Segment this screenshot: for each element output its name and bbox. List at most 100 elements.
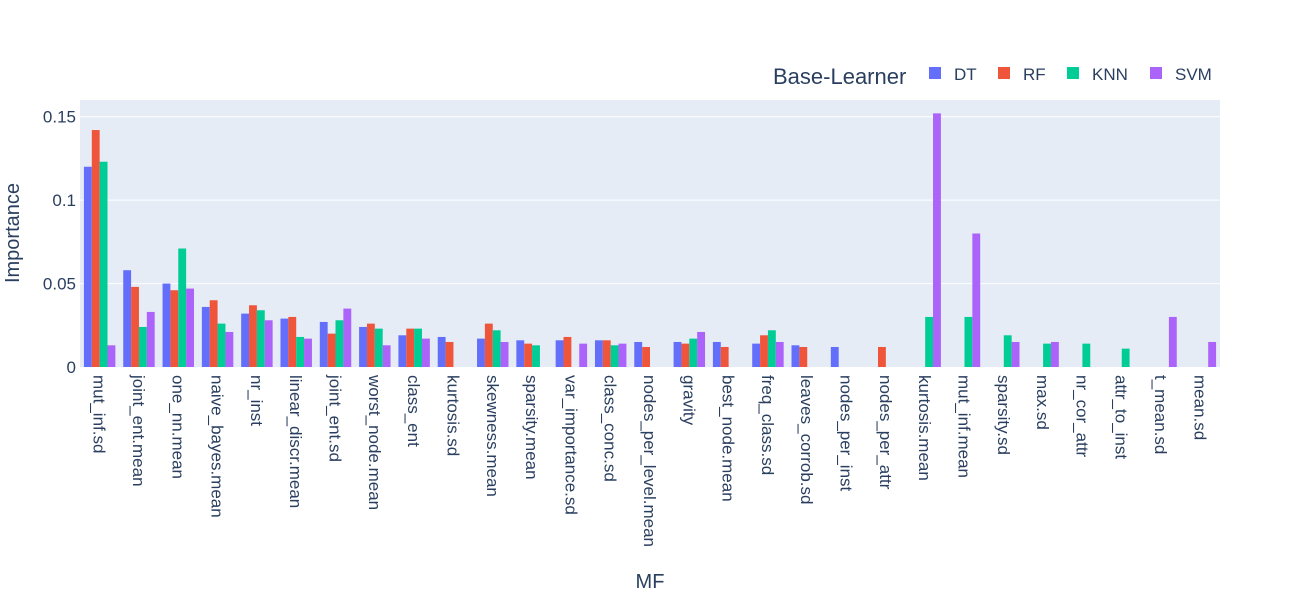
x-tick-label: naive_bayes.mean <box>208 375 227 518</box>
bar-knn <box>99 161 108 367</box>
bar-svm <box>146 311 155 367</box>
x-tick-label: t_mean.sd <box>1151 375 1170 454</box>
bar-knn <box>178 248 187 367</box>
bar-svm <box>422 338 430 367</box>
x-tick-label: best_node.mean <box>719 375 738 502</box>
gridlines <box>80 116 1220 285</box>
legend: Base-Learner DT RF KNN SVM <box>773 64 1212 89</box>
y-tick-label: 0.1 <box>52 191 76 210</box>
bar-dt <box>752 343 761 367</box>
x-tick-label: var_importance.sd <box>561 375 580 515</box>
x-tick-label: mut_inf.mean <box>954 375 973 478</box>
bar-dt <box>398 335 407 367</box>
bar-rf <box>209 300 218 367</box>
x-tick-label: nodes_per_level.mean <box>640 375 659 547</box>
x-tick-label: attr_to_inst <box>1112 375 1131 459</box>
bar-rf <box>170 290 179 367</box>
y-tick-label: 0 <box>67 358 76 377</box>
bar-rf <box>91 130 100 367</box>
bar-knn <box>1003 335 1012 367</box>
bar-dt <box>634 341 643 367</box>
bar-knn <box>492 330 501 367</box>
bar-knn <box>964 316 973 367</box>
x-tick-label: nodes_per_attr <box>876 375 895 490</box>
bar-dt <box>594 340 603 367</box>
bar-knn <box>1082 343 1091 367</box>
bar-rf <box>406 328 415 367</box>
bar-rf <box>563 336 572 367</box>
bar-dt <box>319 321 328 367</box>
legend-swatch-svm <box>1150 67 1162 79</box>
bar-dt <box>477 338 485 367</box>
bar-knn <box>689 338 698 367</box>
bar-svm <box>500 341 509 367</box>
bar-rf <box>524 343 533 367</box>
x-tick-label: freq_class.sd <box>758 375 777 475</box>
x-axis-title: MF <box>636 571 665 593</box>
bar-dt <box>123 270 132 367</box>
bars <box>83 113 1217 367</box>
x-tick-label: joint_ent.mean <box>129 374 148 487</box>
bar-knn <box>532 345 540 367</box>
x-tick-label: joint_ent.sd <box>326 374 345 462</box>
bar-svm <box>264 320 273 367</box>
bar-svm <box>107 345 116 367</box>
bar-dt <box>437 336 446 367</box>
bar-dt <box>241 313 250 367</box>
y-tick-label: 0.05 <box>43 275 76 294</box>
bar-dt <box>516 340 525 367</box>
bar-dt <box>555 340 564 367</box>
bar-knn <box>296 336 305 367</box>
bar-dt <box>162 283 171 367</box>
x-tick-label: nr_inst <box>247 375 266 426</box>
bar-rf <box>720 346 729 367</box>
bar-dt <box>673 341 682 367</box>
bar-svm <box>972 233 981 367</box>
bar-rf <box>602 340 611 367</box>
bar-svm <box>697 331 706 367</box>
legend-label-dt: DT <box>954 65 977 84</box>
bar-rf <box>445 341 454 367</box>
bar-rf <box>799 346 808 367</box>
bar-svm <box>618 343 627 367</box>
legend-label-rf: RF <box>1023 65 1046 84</box>
bar-dt <box>359 326 367 367</box>
bar-svm <box>304 338 312 367</box>
bar-knn <box>414 328 422 367</box>
x-tick-label: gravity <box>679 375 698 426</box>
x-tick-label: kurtosis.mean <box>915 375 934 481</box>
bar-knn <box>335 320 344 367</box>
legend-label-svm: SVM <box>1175 65 1212 84</box>
bar-svm <box>579 343 588 367</box>
x-tick-label: worst_node.mean <box>365 374 384 510</box>
x-tick-label: sparsity.mean <box>522 375 541 480</box>
x-tick-labels: mut_inf.sd joint_ent.mean one_nn.mean naive… <box>90 374 1210 547</box>
x-tick-label: skewness.mean <box>483 375 502 497</box>
bar-dt <box>83 166 92 367</box>
bar-rf <box>288 316 297 367</box>
x-tick-label: nodes_per_inst <box>837 375 856 492</box>
x-tick-label: mean.sd <box>1190 375 1209 440</box>
x-tick-label: kurtosis.sd <box>443 375 462 456</box>
legend-swatch-dt <box>929 67 941 79</box>
x-tick-label: linear_discr.mean <box>286 375 305 508</box>
y-tick-label: 0.15 <box>43 108 76 127</box>
bar-rf <box>249 305 257 367</box>
bar-knn <box>256 310 265 367</box>
bar-rf <box>484 323 493 367</box>
bar-svm <box>1011 341 1020 367</box>
bar-dt <box>791 345 800 367</box>
bar-rf <box>878 346 886 367</box>
bar-rf <box>642 346 650 367</box>
bar-svm <box>775 341 784 367</box>
legend-label-knn: KNN <box>1092 65 1128 84</box>
x-tick-label: max.sd <box>1033 375 1052 430</box>
bar-knn <box>374 328 383 367</box>
bar-svm <box>933 113 941 367</box>
bar-dt <box>712 341 721 367</box>
bar-svm <box>1050 341 1059 367</box>
y-tick-labels: 0 0.05 0.1 0.15 <box>43 108 76 377</box>
bar-dt <box>280 318 289 367</box>
bar-svm <box>382 345 391 367</box>
bar-knn <box>138 326 147 367</box>
